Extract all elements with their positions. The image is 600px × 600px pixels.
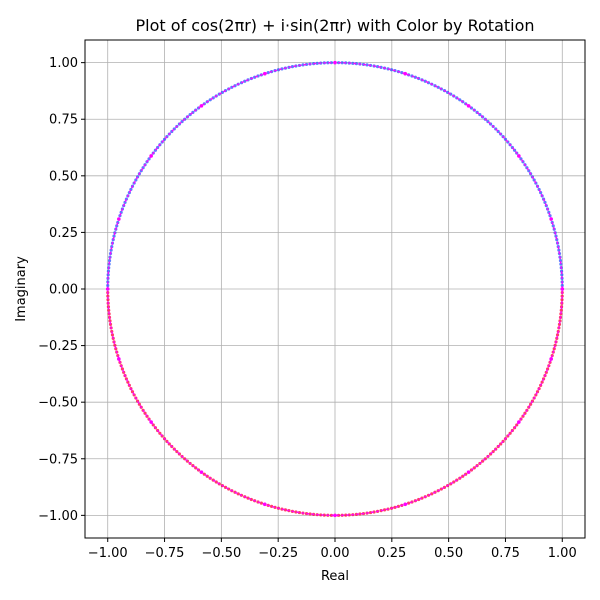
- sample-point: [199, 104, 204, 108]
- y-axis-label: Imaginary: [14, 256, 29, 322]
- sample-point: [117, 217, 121, 221]
- data-point: [106, 273, 110, 277]
- x-tick-label: 0.50: [434, 546, 463, 561]
- sample-point: [560, 287, 565, 291]
- data-point: [322, 513, 326, 517]
- chart-title: Plot of cos(2πr) + i·sin(2πr) with Color…: [135, 16, 534, 35]
- sample-point: [199, 470, 204, 474]
- data-point: [326, 61, 330, 65]
- y-tick-label: 0.00: [49, 283, 78, 298]
- sample-point: [262, 71, 267, 76]
- x-tick-label: −0.75: [145, 546, 185, 561]
- data-point: [329, 61, 334, 65]
- sample-point: [149, 154, 153, 158]
- sample-point: [549, 357, 553, 361]
- sample-point: [403, 71, 408, 76]
- sample-point: [105, 287, 110, 291]
- data-point: [344, 513, 348, 517]
- sample-point: [333, 60, 337, 65]
- data-point: [106, 298, 110, 302]
- x-tick-label: 0.75: [491, 546, 520, 561]
- data-series: [105, 60, 565, 518]
- sample-point: [517, 154, 521, 158]
- y-tick-label: 0.25: [49, 226, 78, 241]
- data-point: [319, 513, 323, 517]
- sample-point: [403, 502, 408, 507]
- x-tick-label: −1.00: [88, 546, 128, 561]
- data-point: [301, 63, 305, 67]
- y-tick-label: −0.50: [38, 396, 78, 411]
- data-point: [106, 283, 110, 288]
- sample-point: [549, 217, 553, 221]
- data-point: [558, 259, 563, 263]
- sample-point: [149, 420, 153, 424]
- data-point: [107, 308, 111, 312]
- sample-point: [466, 104, 471, 108]
- y-tick-label: −0.25: [38, 339, 78, 354]
- data-point: [560, 298, 564, 302]
- x-tick-label: −0.25: [258, 546, 298, 561]
- data-point: [365, 63, 369, 67]
- x-tick-label: −0.50: [201, 546, 241, 561]
- data-point: [559, 308, 563, 312]
- sample-point: [333, 513, 337, 518]
- data-point: [560, 283, 564, 288]
- y-tick-label: 0.75: [49, 113, 78, 128]
- data-point: [107, 259, 112, 263]
- data-point: [358, 512, 362, 516]
- x-tick-label: 0.00: [321, 546, 350, 561]
- x-axis-label: Real: [321, 569, 349, 584]
- y-tick-label: 1.00: [49, 56, 78, 71]
- sample-point: [466, 470, 471, 474]
- data-point: [340, 61, 344, 65]
- y-tick-label: −0.75: [38, 452, 78, 467]
- x-tick-label: 0.25: [377, 546, 406, 561]
- sample-point: [517, 420, 521, 424]
- data-point: [315, 61, 319, 65]
- data-point: [106, 269, 111, 273]
- data-point: [106, 294, 110, 298]
- data-point: [351, 61, 355, 65]
- y-tick-label: −1.00: [38, 509, 78, 524]
- x-tick-label: 1.00: [548, 546, 577, 561]
- axis-ticks: −1.00 −0.75 −0.50 −0.25 0.00 0.25 0.50 0.75 1.00…: [38, 56, 577, 561]
- y-tick-label: 0.50: [49, 169, 78, 184]
- grid: [85, 40, 585, 538]
- data-point: [347, 513, 351, 517]
- sample-point: [262, 502, 267, 507]
- data-point: [354, 62, 358, 66]
- sample-point: [117, 357, 121, 361]
- data-point: [560, 273, 564, 277]
